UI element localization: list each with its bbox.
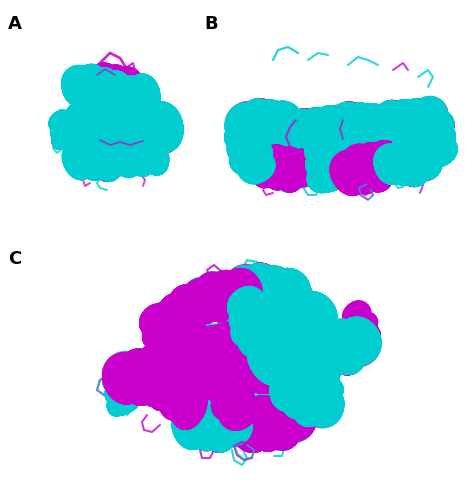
Text: A: A xyxy=(8,15,22,33)
Text: C: C xyxy=(8,250,21,268)
Text: B: B xyxy=(204,15,218,33)
